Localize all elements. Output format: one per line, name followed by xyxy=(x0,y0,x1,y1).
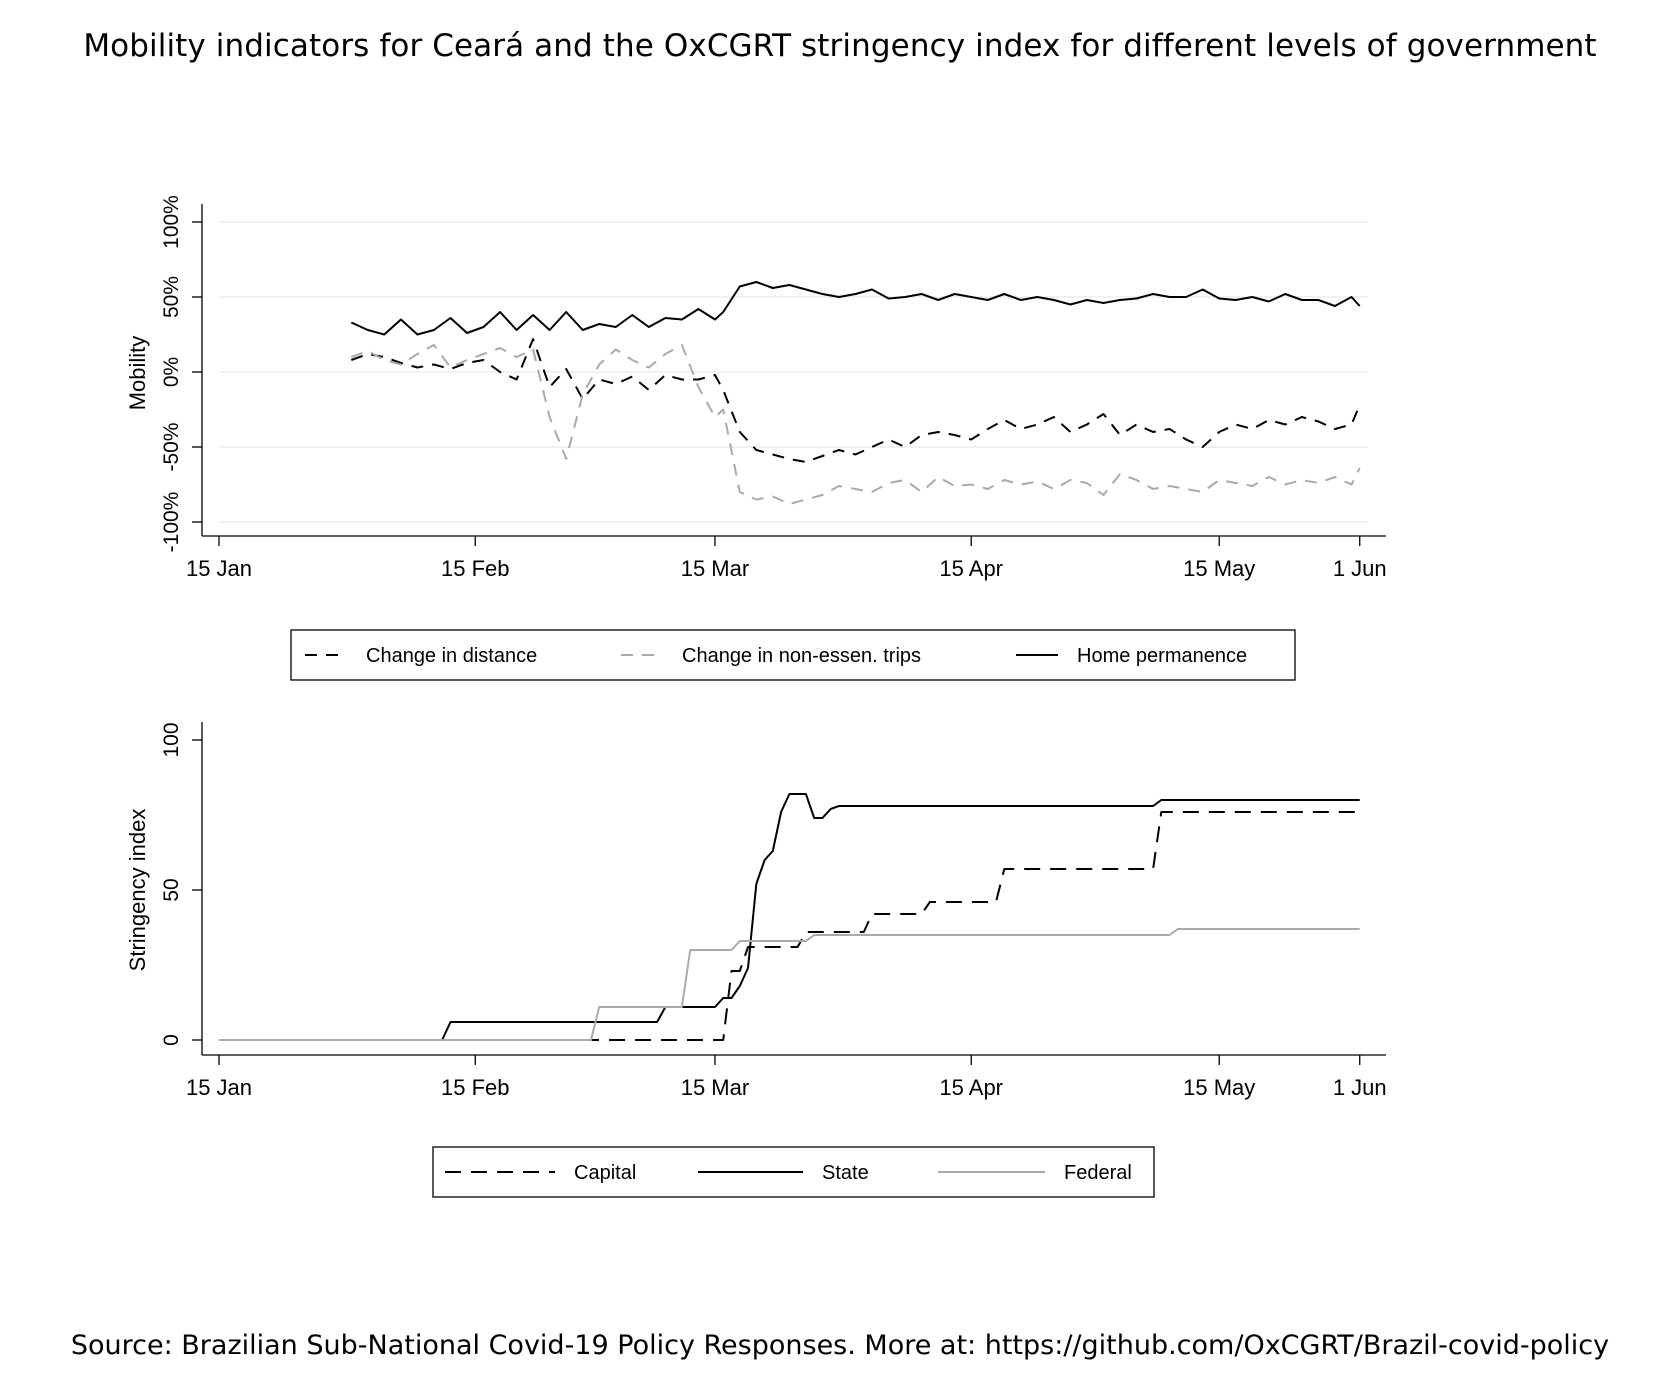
legend-entry-label: Change in distance xyxy=(366,645,537,667)
x-tick-label: 1 Jun xyxy=(1333,556,1387,581)
legend-entry-label: Capital xyxy=(574,1162,636,1184)
y-tick-label: 100 xyxy=(160,722,183,757)
x-tick-label: 15 Apr xyxy=(939,1075,1003,1100)
y-tick-label: 100% xyxy=(160,195,183,249)
legend-entry-label: Change in non-essen. trips xyxy=(682,645,921,667)
y-tick-label: 50 xyxy=(160,878,183,901)
legend: Capital State Federal xyxy=(432,1146,1155,1198)
y-tick-label: 0 xyxy=(160,1034,183,1046)
x-tick-label: 1 Jun xyxy=(1333,1075,1387,1100)
series-line-capital xyxy=(219,811,1360,1041)
y-axis-label: Mobility xyxy=(125,336,150,411)
y-tick-label: 50% xyxy=(160,276,183,318)
x-tick-label: 15 Feb xyxy=(441,556,510,581)
series-line-state xyxy=(219,793,1360,1041)
chart-panel-1: -100% -50% 0% 50% 100% 15 Jan 15 Feb 15 Mar 15 A… xyxy=(125,195,1387,681)
series-line-change-in-distance xyxy=(350,338,1361,463)
figure-title: Mobility indicators for Ceará and the Ox… xyxy=(83,28,1597,64)
legend-entry-label: State xyxy=(822,1162,869,1184)
y-tick-label: -50% xyxy=(160,422,183,471)
y-axis-label: Stringency index xyxy=(125,809,150,972)
legend-entry-label: Home permanence xyxy=(1077,645,1247,667)
series-line-change-in-non-essen-trips xyxy=(350,344,1361,505)
legend-box xyxy=(290,629,1296,681)
x-tick-label: 15 May xyxy=(1183,1075,1255,1100)
x-tick-label: 15 Mar xyxy=(681,556,749,581)
legend: Change in distance Change in non-essen. t… xyxy=(290,629,1296,681)
x-tick-label: 15 Jan xyxy=(186,1075,252,1100)
x-tick-label: 15 Feb xyxy=(441,1075,510,1100)
series-line-federal xyxy=(219,928,1360,1041)
chart-panel-2: 0 50 100 15 Jan 15 Feb 15 Mar 15 Apr 15 May 1 Ju… xyxy=(125,722,1387,1198)
x-tick-label: 15 Mar xyxy=(681,1075,749,1100)
x-tick-label: 15 May xyxy=(1183,556,1255,581)
legend-entry-label: Federal xyxy=(1064,1162,1132,1184)
x-tick-label: 15 Apr xyxy=(939,556,1003,581)
y-tick-label: -100% xyxy=(160,492,183,553)
y-tick-label: 0% xyxy=(160,357,183,387)
figure-source: Source: Brazilian Sub-National Covid-19 … xyxy=(70,1330,1610,1361)
series-line-home-permanence xyxy=(350,281,1361,336)
x-tick-label: 15 Jan xyxy=(186,556,252,581)
